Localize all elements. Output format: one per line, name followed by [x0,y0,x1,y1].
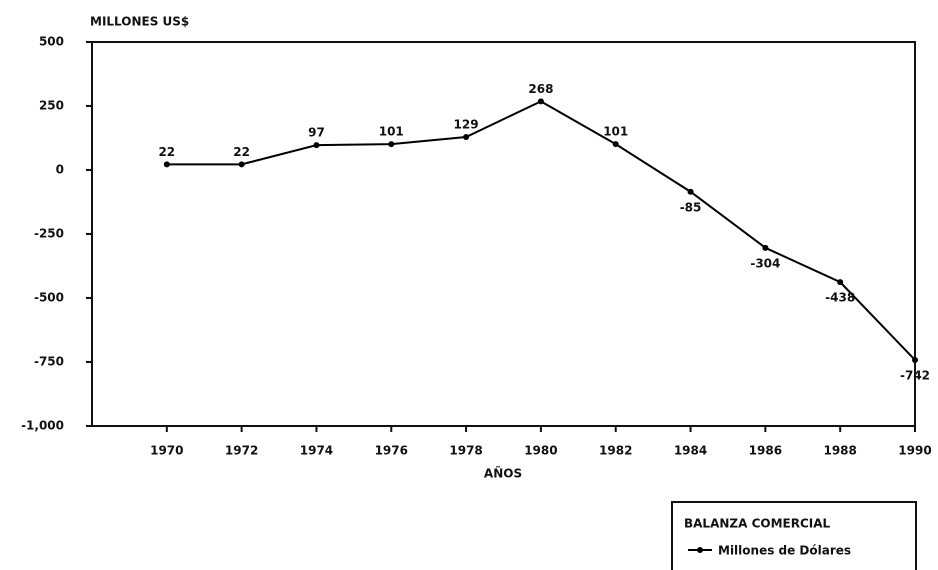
x-tick-label: 1976 [375,444,408,458]
x-tick-label: 1988 [823,444,856,458]
legend-marker [697,547,703,553]
y-tick-label: 500 [39,35,64,49]
data-label: 101 [603,125,628,139]
data-label: -85 [680,200,702,214]
legend-title: BALANZA COMERCIAL [684,517,831,531]
data-point [388,141,395,148]
series-line [166,100,916,361]
y-axis-title: MILLONES US$ [90,15,189,29]
x-tick-label: 1972 [225,444,258,458]
data-label: 22 [233,145,250,159]
x-tick-label: 1982 [599,444,632,458]
x-axis-label: AÑOS [484,466,522,481]
y-tick-label: 0 [56,163,64,177]
x-tick-label: 1984 [674,444,707,458]
x-tick-label: 1986 [749,444,782,458]
y-tick-label: -500 [34,291,64,305]
data-label: 97 [308,126,325,140]
data-point [612,141,619,148]
data-label: -438 [825,291,855,305]
y-tick-label: 250 [39,99,64,113]
data-label: 129 [454,117,479,131]
data-point [238,161,245,168]
data-label: -304 [750,256,780,270]
data-point [313,142,320,149]
plot-frame [91,41,916,427]
data-label: 101 [379,125,404,139]
data-point [912,356,918,363]
data-label: 22 [158,145,175,159]
data-point [537,98,544,105]
y-tick-label: -750 [34,355,64,369]
x-tick-label: 1974 [300,444,333,458]
data-point [463,133,470,140]
legend-box [671,501,917,570]
data-label: -742 [900,368,930,382]
data-point [163,161,170,168]
x-tick-label: 1980 [524,444,557,458]
x-tick-label: 1970 [150,444,183,458]
y-tick-label: -1,000 [21,419,64,433]
legend-label: Millones de Dólares [718,544,851,558]
data-point [687,188,694,195]
x-tick-label: 1990 [898,444,931,458]
data-point [762,244,769,251]
data-label: 268 [528,82,553,96]
y-tick-label: -250 [34,227,64,241]
x-tick-label: 1978 [449,444,482,458]
data-point [837,279,844,286]
